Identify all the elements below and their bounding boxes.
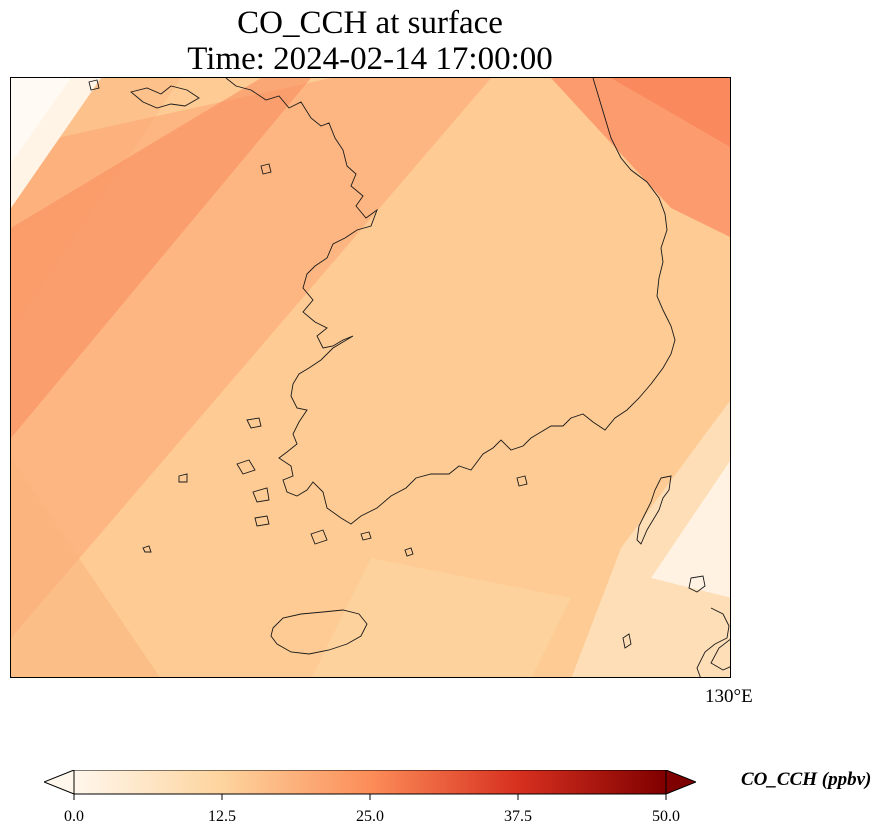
kyushu-coastline bbox=[696, 607, 730, 677]
colorbar-extend-high bbox=[665, 770, 696, 795]
colorbar-extend-low bbox=[44, 770, 75, 795]
jeju-island-coastline bbox=[270, 609, 368, 655]
island-sw-1 bbox=[246, 417, 262, 429]
island-west-2 bbox=[142, 545, 152, 553]
island-sw-5 bbox=[310, 529, 328, 545]
field-se-low bbox=[571, 400, 730, 677]
island-north-2 bbox=[88, 79, 100, 91]
chart-title-line1: CO_CCH at surface bbox=[237, 5, 503, 41]
island-north-1 bbox=[130, 85, 200, 109]
tsushima-coastline bbox=[636, 475, 672, 545]
island-sw-2 bbox=[236, 459, 256, 475]
colorbar-tick-label: 25.0 bbox=[356, 808, 384, 825]
coastlines bbox=[88, 78, 730, 677]
colorbar-tick-label: 12.5 bbox=[208, 808, 236, 825]
island-east-small bbox=[516, 475, 528, 487]
field-south-low bbox=[311, 558, 571, 677]
island-north-3 bbox=[260, 163, 272, 175]
chart-title-line2: Time: 2024-02-14 17:00:00 bbox=[187, 41, 553, 77]
island-sw-4 bbox=[254, 515, 270, 527]
island-west-1 bbox=[178, 473, 188, 483]
colorbar-tick-label: 0.0 bbox=[64, 808, 84, 825]
longitude-label: 130°E bbox=[705, 686, 753, 707]
island-sw-3 bbox=[252, 487, 270, 503]
colorbar-ticks bbox=[73, 794, 667, 800]
map-canvas bbox=[11, 78, 730, 677]
island-south-2 bbox=[404, 547, 414, 557]
field-se-lowest bbox=[651, 460, 730, 598]
field-sw-band bbox=[11, 458, 160, 677]
island-iki bbox=[688, 575, 706, 593]
colorbar-label: CO_CCH (ppbv) bbox=[741, 769, 872, 790]
island-south-1 bbox=[360, 531, 372, 541]
colorbar-gradient bbox=[73, 770, 667, 795]
field-low-corner-inner bbox=[11, 78, 71, 163]
field-band-core bbox=[11, 78, 311, 438]
island-se-small bbox=[622, 633, 632, 649]
colorbar bbox=[44, 770, 696, 800]
korea-peninsula-coastline bbox=[225, 78, 676, 525]
colorbar-tick-label: 37.5 bbox=[504, 808, 532, 825]
colorbar-tick-label: 50.0 bbox=[652, 808, 680, 825]
map-plot-area bbox=[10, 77, 731, 678]
